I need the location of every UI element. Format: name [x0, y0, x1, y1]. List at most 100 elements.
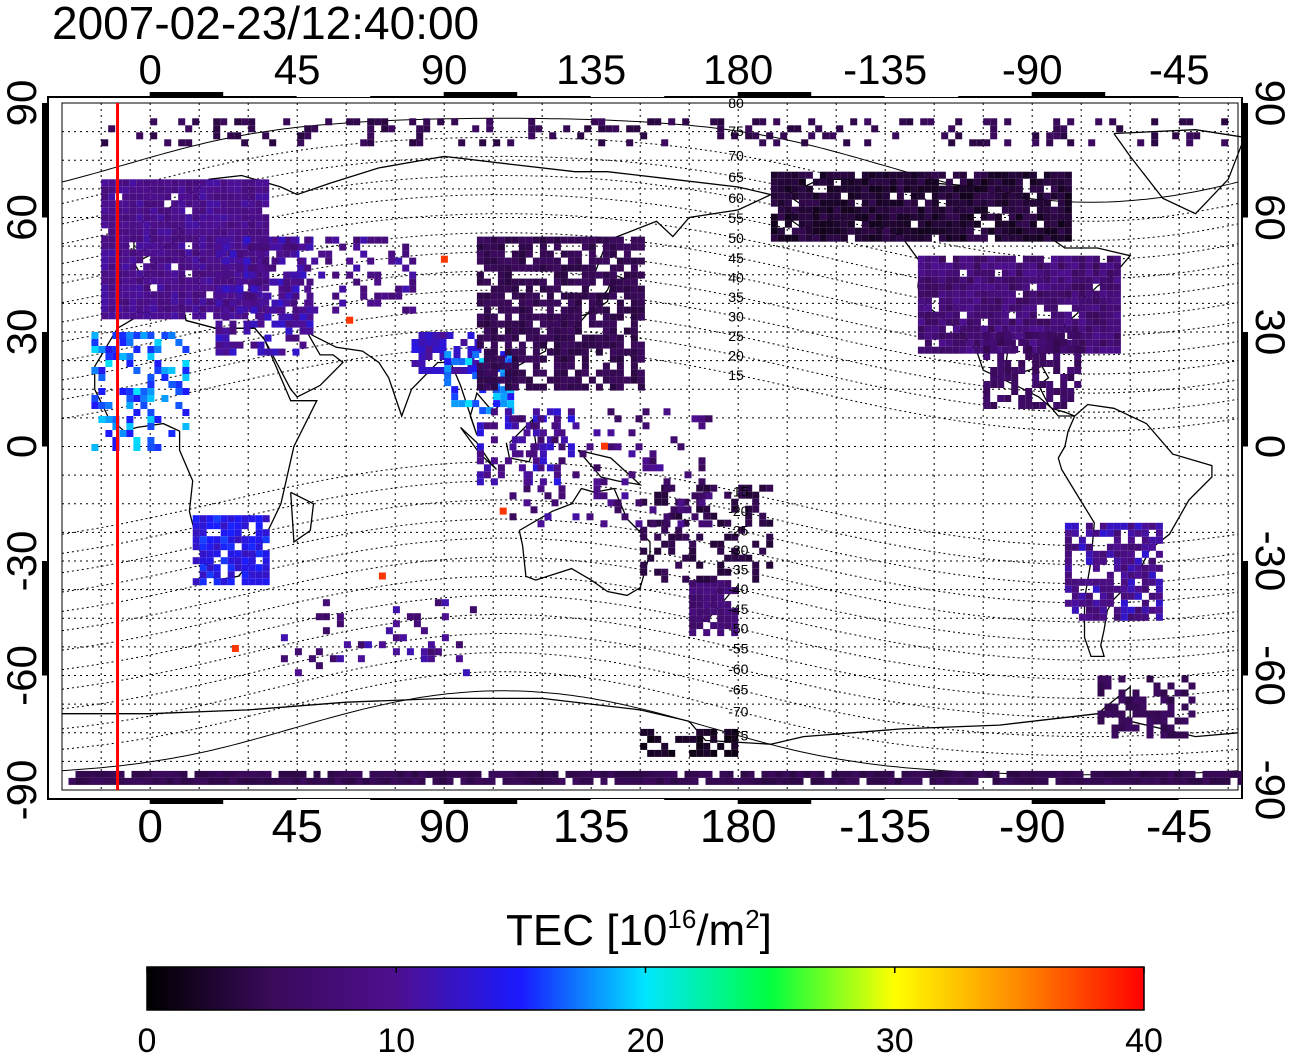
tec-cell	[222, 264, 230, 272]
tec-cell	[402, 250, 410, 258]
tec-cell	[504, 285, 512, 293]
tec-cell	[987, 255, 995, 263]
tec-cell	[990, 381, 998, 388]
tec-cell	[262, 257, 270, 265]
tec-cell	[199, 200, 207, 208]
tec-cell	[262, 249, 270, 257]
tec-cell	[630, 299, 638, 307]
tec-cell	[112, 353, 120, 360]
tec-cell	[444, 365, 452, 373]
tec-cell	[140, 402, 148, 409]
tec-cell	[994, 325, 1002, 333]
tec-cell	[416, 132, 424, 140]
tec-cell	[1001, 178, 1009, 186]
tec-cell	[234, 557, 242, 565]
tec-cell	[199, 284, 207, 292]
tec-cell	[220, 557, 228, 565]
tec-cell	[122, 305, 130, 313]
tec-cell	[833, 234, 841, 242]
tec-cell	[150, 263, 158, 271]
tec-cell	[752, 568, 760, 576]
tec-cell	[248, 543, 256, 551]
contour-label: -65	[728, 682, 748, 698]
tec-cell	[518, 320, 526, 328]
tec-cell	[1029, 220, 1037, 228]
tec-cell	[952, 269, 960, 277]
tec-cell	[1001, 171, 1009, 179]
tec-cell	[717, 608, 725, 616]
tec-cell	[413, 620, 421, 628]
tec-cell	[143, 179, 151, 187]
tec-cell	[868, 227, 876, 235]
contour-line	[61, 556, 1239, 642]
tec-cell	[868, 178, 876, 186]
tec-cell	[525, 236, 533, 244]
tec-cell	[805, 171, 813, 179]
tec-cell	[227, 522, 235, 530]
tec-cell	[227, 305, 235, 313]
tec-cell	[1043, 290, 1051, 298]
tec-cell	[903, 185, 911, 193]
tec-cell	[668, 547, 676, 555]
tec-cell	[826, 178, 834, 186]
tec-cell	[567, 348, 575, 356]
tec-cell	[511, 285, 519, 293]
tec-cell	[248, 193, 256, 201]
tec-cell	[766, 561, 774, 569]
tec-cell	[882, 234, 890, 242]
tec-cell	[511, 327, 519, 335]
tec-cell	[105, 346, 113, 353]
tec-cell	[882, 192, 890, 200]
tec-cell	[444, 358, 452, 366]
tec-cell	[129, 228, 137, 236]
tec-cell	[241, 543, 249, 551]
tec-cell	[367, 125, 375, 133]
tec-cell	[1120, 564, 1128, 572]
tec-cell	[908, 770, 916, 778]
tec-cell	[1188, 710, 1196, 718]
tec-cell	[705, 415, 713, 423]
right-tick-label: -30	[1247, 531, 1292, 592]
tec-cell	[588, 278, 596, 286]
tec-cell	[397, 777, 405, 785]
tec-cell	[1085, 592, 1093, 600]
tec-cell	[689, 554, 697, 562]
tec-cell	[143, 270, 151, 278]
coastline-segment	[785, 178, 1213, 658]
tec-cell	[248, 578, 256, 586]
tec-cell	[206, 228, 214, 236]
tec-cell	[255, 278, 263, 286]
tec-cell	[101, 270, 109, 278]
tec-cell	[511, 278, 519, 286]
tec-cell	[579, 777, 587, 785]
tec-cell	[458, 358, 466, 366]
tec-cell	[392, 648, 400, 656]
tec-cell	[987, 283, 995, 291]
tec-cell	[805, 213, 813, 221]
tec-cell	[1097, 689, 1105, 697]
tec-cell	[609, 243, 617, 251]
tec-cell	[539, 355, 547, 363]
tec-cell	[1167, 731, 1175, 739]
tec-cell	[861, 171, 869, 179]
tec-cell	[129, 263, 137, 271]
tec-cell	[178, 263, 186, 271]
tec-cell	[553, 313, 561, 321]
tec-cell	[278, 313, 286, 321]
tec-cell	[910, 199, 918, 207]
tec-cell-high	[378, 572, 386, 580]
tec-cell	[712, 777, 720, 785]
tec-cell	[567, 320, 575, 328]
tec-cell	[539, 478, 547, 486]
tec-cell	[1188, 777, 1196, 785]
tec-cell	[847, 178, 855, 186]
tec-cell	[952, 234, 960, 242]
tec-cell	[1046, 395, 1054, 402]
tec-cell	[917, 234, 925, 242]
tec-cell	[1113, 557, 1121, 565]
tec-cell	[1039, 339, 1047, 346]
tec-cell	[262, 284, 270, 292]
tec-cell	[661, 526, 669, 534]
tec-cell	[640, 568, 648, 576]
tec-cell	[945, 332, 953, 340]
